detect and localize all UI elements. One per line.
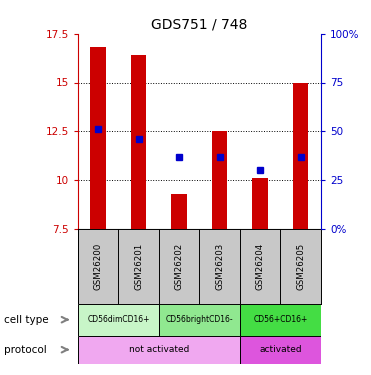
Bar — [293, 82, 308, 229]
Bar — [78, 304, 159, 336]
Text: protocol: protocol — [4, 345, 46, 355]
Text: activated: activated — [259, 345, 302, 354]
Text: GSM26202: GSM26202 — [175, 243, 184, 290]
Text: not activated: not activated — [129, 345, 189, 354]
Text: CD56+CD16+: CD56+CD16+ — [253, 315, 308, 324]
Bar — [240, 336, 321, 364]
Bar — [240, 304, 321, 336]
Bar — [91, 47, 106, 229]
Text: GSM26201: GSM26201 — [134, 243, 143, 290]
Text: CD56brightCD16-: CD56brightCD16- — [165, 315, 233, 324]
Text: cell type: cell type — [4, 315, 48, 325]
Text: GSM26204: GSM26204 — [256, 243, 265, 290]
Bar — [159, 304, 240, 336]
Text: CD56dimCD16+: CD56dimCD16+ — [87, 315, 150, 324]
Bar — [212, 131, 227, 229]
Bar — [131, 55, 146, 229]
Bar — [253, 178, 268, 229]
Bar — [171, 194, 187, 229]
Bar — [78, 336, 240, 364]
Title: GDS751 / 748: GDS751 / 748 — [151, 17, 247, 31]
Text: GSM26205: GSM26205 — [296, 243, 305, 290]
Text: GSM26200: GSM26200 — [93, 243, 103, 290]
Text: GSM26203: GSM26203 — [215, 243, 224, 290]
